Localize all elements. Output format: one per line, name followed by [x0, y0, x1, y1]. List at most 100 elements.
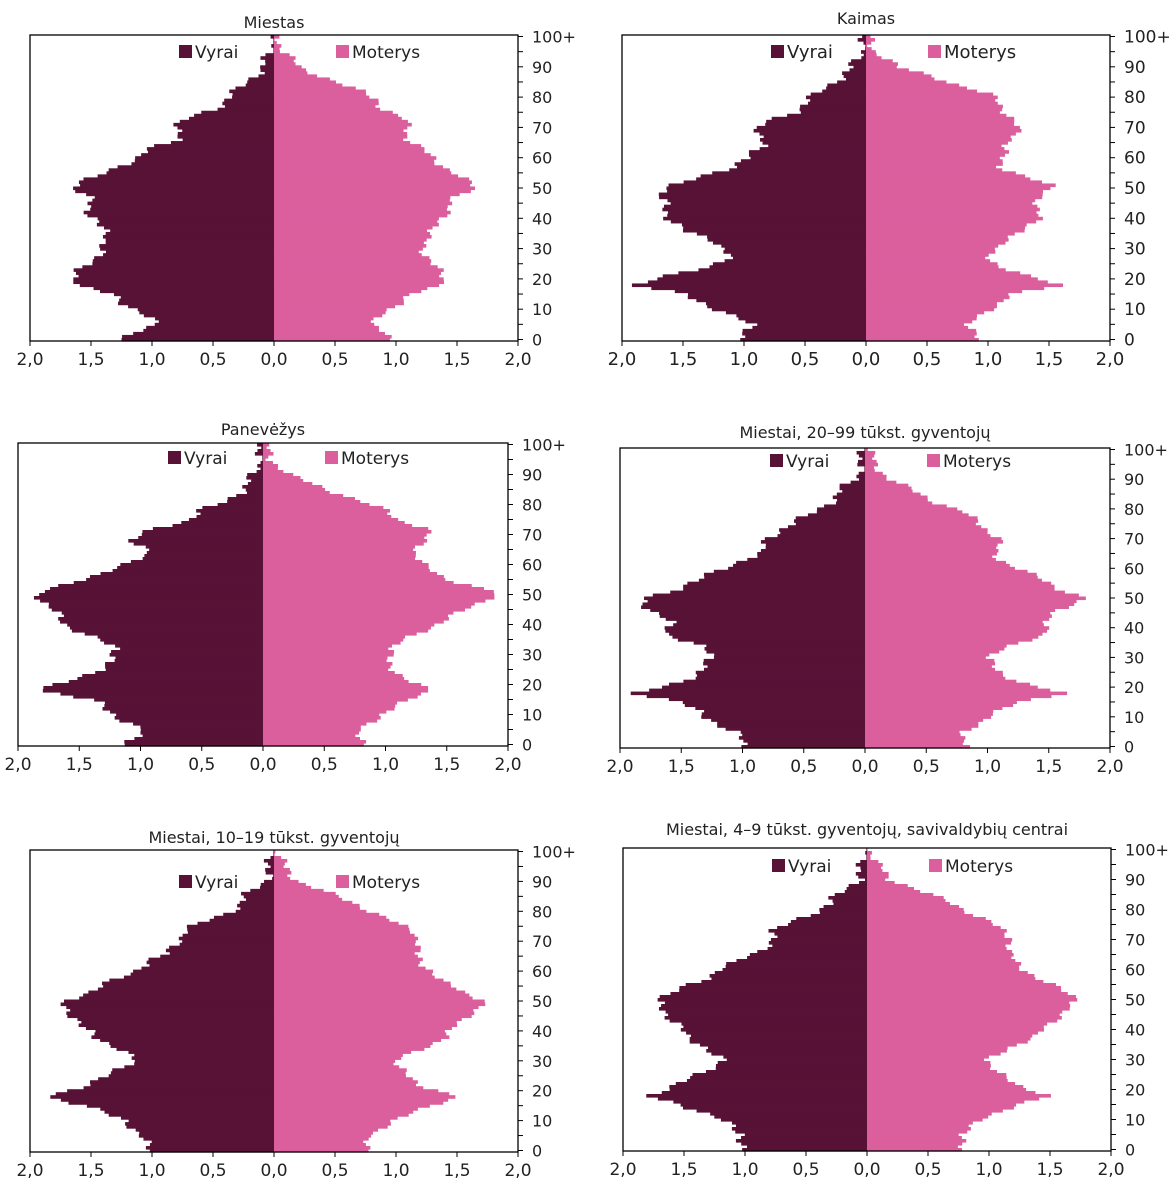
y-tick-label: 30 [532, 1052, 552, 1071]
female-bar [274, 83, 343, 88]
male-bar [55, 1092, 274, 1096]
male-bar [117, 566, 263, 570]
female-bar [263, 611, 454, 615]
female-bar [867, 1016, 1062, 1020]
female-bar [867, 908, 964, 912]
male-bar [260, 56, 274, 60]
male-bar [647, 599, 865, 604]
y-tick-label: 60 [532, 149, 552, 168]
x-tick-label: 0,5 [792, 1160, 819, 1180]
female-bar [865, 492, 921, 497]
female-bar [274, 1002, 486, 1007]
male-bar [726, 962, 867, 966]
male-bar [182, 138, 274, 142]
male-bar [685, 983, 867, 987]
x-tick-label: 1,5 [443, 1161, 470, 1181]
female-bar [865, 507, 958, 511]
female-bar [866, 283, 1064, 288]
female-bar [274, 1137, 369, 1141]
male-bar [196, 515, 263, 519]
female-bar [867, 989, 1062, 993]
male-bar [39, 593, 263, 597]
female-bar [274, 930, 410, 935]
male-bar [187, 930, 274, 935]
male-bar [135, 1128, 274, 1132]
female-bar [274, 110, 393, 115]
female-bar [263, 443, 270, 447]
male-bar [87, 213, 275, 218]
male-bar [663, 204, 866, 209]
male-bar [154, 322, 274, 327]
male-bar [237, 903, 274, 908]
male-bar [108, 168, 274, 172]
female-bar [274, 1056, 402, 1060]
female-bar [866, 265, 999, 269]
male-bar [189, 116, 274, 121]
female-bar [274, 104, 376, 109]
female-bar [867, 944, 1006, 948]
male-bar [265, 59, 274, 63]
male-bar [658, 1007, 867, 1011]
male-bar [83, 1086, 274, 1090]
female-bar [865, 667, 996, 672]
female-bar [263, 554, 416, 558]
female-bar [274, 909, 367, 914]
male-bar [133, 331, 274, 336]
y-tick-label: 90 [1124, 470, 1144, 489]
female-bar [867, 980, 1044, 984]
y-tick-label: 80 [522, 496, 542, 515]
male-bar [248, 77, 274, 82]
female-bar [274, 1116, 398, 1120]
female-bar [866, 101, 998, 106]
male-bar [693, 641, 865, 645]
male-bar [682, 1106, 867, 1110]
female-bar [263, 734, 356, 738]
male-bar [646, 1094, 867, 1098]
female-bar [865, 635, 1039, 639]
male-bar [103, 253, 274, 257]
male-bar [105, 665, 264, 669]
male-bar [661, 1091, 867, 1095]
female-bar [865, 608, 1056, 612]
male-bar [799, 107, 866, 112]
female-bar [263, 644, 393, 648]
female-bar [274, 981, 451, 986]
female-bar [866, 298, 1004, 303]
female-bar [866, 80, 947, 85]
female-bar [263, 503, 370, 507]
female-bar [867, 992, 1068, 996]
male-bar [777, 926, 867, 930]
male-bar [683, 584, 865, 589]
female-bar [866, 104, 1003, 109]
female-bar [274, 77, 330, 82]
male-bar [742, 331, 866, 336]
female-bar [274, 999, 485, 1004]
female-bar [274, 319, 371, 324]
male-bar [705, 301, 866, 306]
male-bar [94, 256, 275, 260]
x-tick-label: 2,0 [1096, 757, 1123, 777]
female-bar [274, 927, 410, 932]
y-tick-label: 0 [522, 736, 532, 755]
female-bar [866, 134, 1011, 139]
male-bar [137, 307, 274, 312]
male-bar [104, 1110, 275, 1114]
male-bar [40, 599, 264, 603]
y-tick-label: 60 [522, 556, 542, 575]
y-tick-label: 50 [532, 179, 552, 198]
male-bar [141, 966, 274, 971]
male-bar [839, 486, 865, 491]
female-bar [867, 878, 886, 882]
female-bar [274, 253, 422, 257]
female-bar [866, 334, 975, 339]
female-bar [263, 488, 326, 492]
female-bar [866, 125, 1020, 130]
female-bar [865, 501, 933, 506]
male-bar [140, 728, 263, 732]
female-bar [263, 563, 429, 567]
female-bar [274, 912, 380, 917]
male-bar [245, 488, 263, 492]
male-bar [200, 512, 263, 516]
female-bar [274, 244, 427, 248]
male-bar [197, 921, 274, 926]
